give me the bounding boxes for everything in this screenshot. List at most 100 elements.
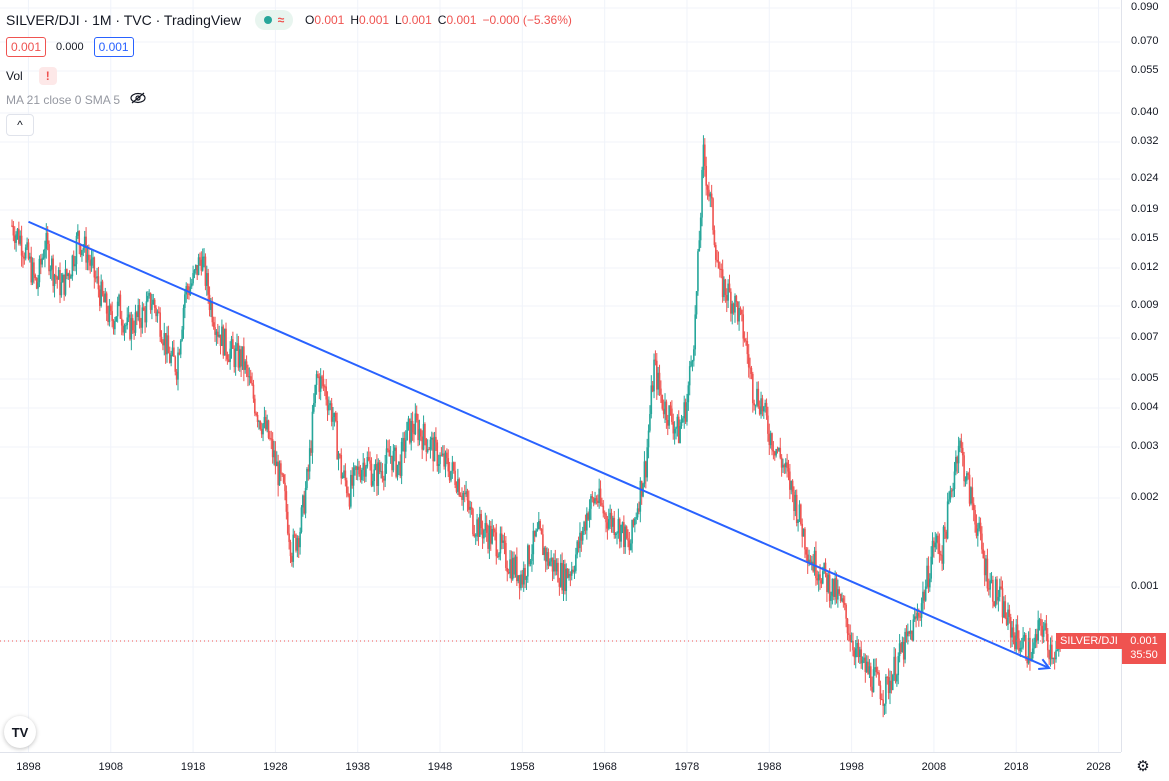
candle-body — [863, 657, 865, 661]
candle-body — [107, 313, 109, 323]
candle-body — [849, 634, 852, 642]
volume-legend[interactable]: Vol ! — [6, 67, 57, 85]
candle-body — [531, 554, 533, 561]
candle-body — [897, 656, 900, 676]
candle-body — [922, 591, 924, 604]
market-status-button[interactable]: ≈ — [254, 10, 293, 30]
candle-body — [325, 386, 327, 400]
candle-body — [278, 463, 281, 486]
candle-body — [1034, 634, 1037, 643]
candle-body — [446, 452, 448, 459]
candle-body — [650, 385, 653, 415]
candle-body — [244, 361, 247, 370]
candle-body — [82, 248, 85, 251]
candle-body — [942, 526, 945, 564]
candle-body — [505, 542, 507, 568]
candle-body — [927, 565, 930, 588]
ma-legend[interactable]: MA 21 close 0 SMA 5 — [6, 92, 146, 107]
candle-body — [400, 441, 403, 476]
candle-body — [765, 402, 768, 416]
candle-body — [708, 189, 710, 197]
candle-body — [347, 493, 349, 496]
legend-title[interactable]: SILVER/DJI · 1M · TVC · TradingView — [6, 12, 241, 28]
x-tick-label: 1958 — [510, 761, 535, 773]
candle-body — [687, 385, 690, 403]
candle-body — [440, 454, 443, 456]
sell-button[interactable]: 0.001 — [6, 37, 47, 57]
gear-icon[interactable]: ⚙ — [1136, 758, 1150, 775]
candle-body — [201, 256, 204, 271]
candle-body — [443, 453, 445, 467]
candle-body — [558, 582, 561, 587]
candle-body — [369, 460, 371, 464]
candle-body — [848, 633, 850, 635]
candle-body — [1000, 586, 1002, 589]
chart-canvas[interactable] — [0, 0, 1120, 752]
candle-body — [568, 574, 570, 578]
chart-pane[interactable] — [0, 0, 1120, 752]
candle-body — [573, 570, 576, 572]
candle-body — [716, 259, 718, 262]
candle-body — [108, 305, 111, 323]
candle-body — [926, 565, 928, 587]
candle-body — [322, 378, 325, 387]
candle-body — [913, 616, 916, 620]
candle-body — [871, 686, 873, 693]
candle-body — [221, 326, 223, 346]
candle-body — [920, 603, 923, 618]
candle-body — [821, 571, 824, 584]
candle-body — [503, 540, 506, 543]
eye-hidden-icon[interactable] — [130, 92, 146, 107]
candle-body — [323, 386, 326, 388]
warning-icon[interactable]: ! — [38, 67, 57, 85]
candle-body — [189, 286, 192, 295]
candle-body — [875, 667, 878, 673]
candle-body — [403, 437, 406, 452]
candle-body — [359, 474, 362, 481]
candle-body — [236, 343, 238, 349]
candle-body — [441, 453, 444, 456]
candle-body — [83, 236, 86, 249]
candle-body — [828, 574, 831, 601]
candle-body — [646, 447, 648, 478]
candle-body — [742, 314, 745, 339]
ma-label: MA 21 close 0 SMA 5 — [6, 92, 121, 107]
ohlc-value: 0.001 — [446, 13, 477, 27]
y-tick-label: 0.055 — [1131, 64, 1159, 76]
candle-body — [60, 282, 63, 296]
candle-body — [177, 352, 179, 380]
candle-body — [693, 349, 695, 361]
x-tick-label: 1948 — [427, 761, 453, 773]
candle-body — [639, 480, 642, 512]
candle-body — [313, 403, 315, 412]
candle-body — [372, 481, 374, 486]
candle-body — [683, 402, 686, 419]
buy-button[interactable]: 0.001 — [93, 37, 134, 57]
candle-body — [946, 501, 949, 539]
candle-body — [218, 334, 220, 337]
candle-body — [190, 283, 193, 287]
candle-body — [75, 235, 78, 265]
trendline[interactable] — [28, 220, 1050, 669]
tradingview-logo[interactable]: TV — [4, 716, 36, 748]
candle-body — [673, 429, 676, 434]
candle-body — [586, 513, 588, 531]
candle-body — [174, 356, 177, 372]
candle-body — [956, 456, 959, 464]
y-tick-label: 0.019 — [1131, 203, 1159, 215]
candle-body — [804, 528, 806, 550]
candle-body — [164, 333, 167, 355]
candle-body — [255, 413, 257, 415]
candle-body — [44, 248, 46, 258]
candle-body — [990, 579, 993, 581]
time-axis[interactable]: 1898 1908 1918 1928 1938 1948 1958 1968 1978 1988… — [0, 752, 1121, 781]
candle-body — [63, 274, 65, 295]
candle-body — [834, 578, 836, 597]
candle-body — [614, 533, 617, 535]
candle-body — [345, 480, 348, 494]
collapse-legend-button[interactable]: ^ — [6, 114, 34, 136]
candle-body — [259, 421, 262, 429]
candle-body — [886, 676, 889, 678]
candle-body — [923, 591, 926, 601]
candle-body — [30, 256, 33, 283]
